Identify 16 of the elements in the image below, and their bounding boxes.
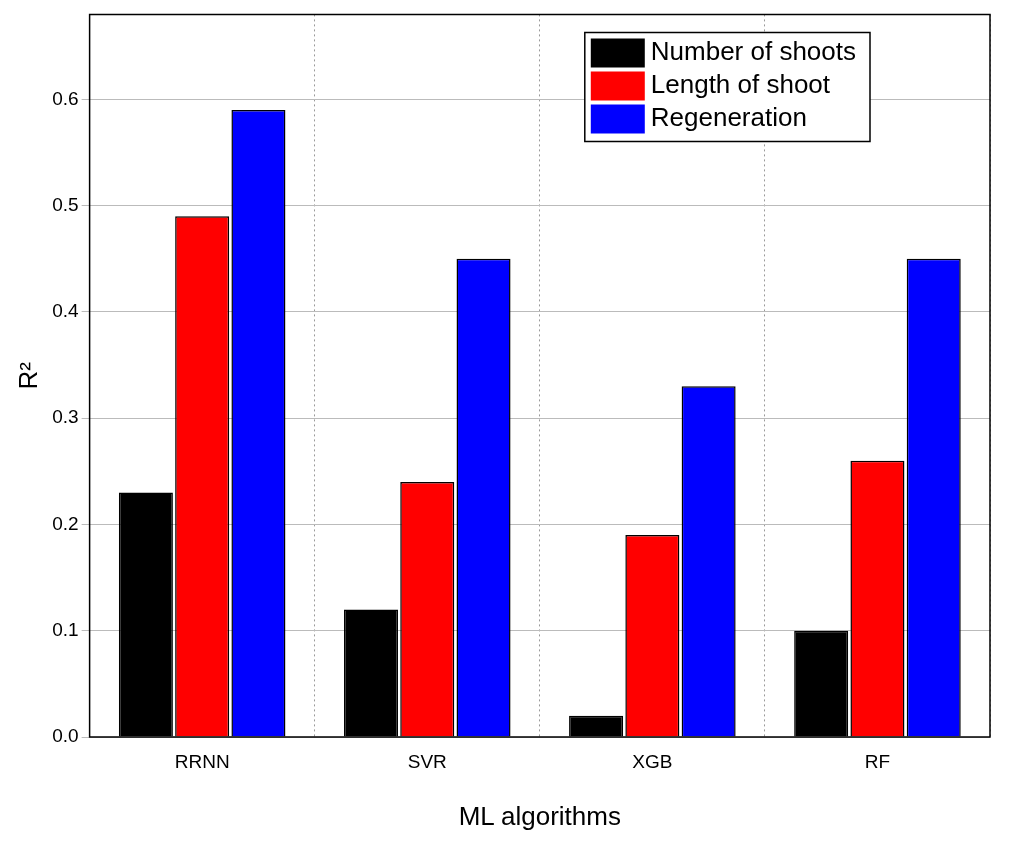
legend-label: Number of shoots xyxy=(650,36,857,67)
y-tick-label: 0.0 xyxy=(52,725,79,747)
x-tick-label: RRNN xyxy=(174,750,230,772)
y-tick-label: 0.6 xyxy=(52,87,79,109)
y-tick-label: 0.4 xyxy=(52,300,80,322)
y-tick-label: 0.2 xyxy=(52,512,79,534)
legend-label: Length of shoot xyxy=(650,69,831,100)
y-axis-title: R² xyxy=(12,361,43,390)
y-tick-label: 0.1 xyxy=(52,618,79,640)
x-tick-label: RF xyxy=(864,750,891,772)
x-tick-label: SVR xyxy=(407,750,447,772)
y-tick-label: 0.3 xyxy=(52,406,79,428)
x-tick-label: XGB xyxy=(632,750,673,772)
x-axis-title: ML algorithms xyxy=(458,800,621,831)
legend-label: Regeneration xyxy=(650,102,807,133)
y-tick-label: 0.5 xyxy=(52,193,79,215)
